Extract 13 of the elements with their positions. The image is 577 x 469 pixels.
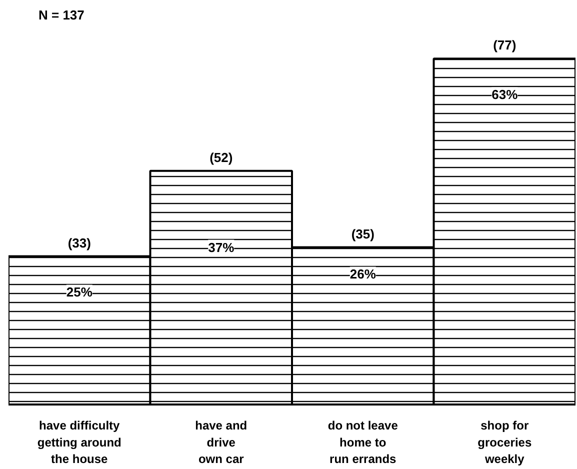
data-label: (35) — [351, 226, 374, 242]
x-tick-label: do not leave home to run errands — [328, 418, 398, 466]
annotation: 63% — [492, 87, 518, 102]
x-tick-label: have and drive own car — [195, 418, 248, 466]
x-tick-label: shop for groceries weekly — [478, 418, 532, 466]
data-label: (52) — [210, 150, 233, 165]
data-label: (33) — [68, 235, 91, 250]
annotation: 25% — [66, 284, 93, 300]
chart-title: N = 137 — [38, 8, 84, 22]
data-label: (77) — [493, 38, 516, 53]
annotation: 37% — [208, 240, 235, 255]
x-tick-label: have difficulty getting around the house — [37, 418, 122, 466]
annotation: 26% — [350, 266, 376, 282]
